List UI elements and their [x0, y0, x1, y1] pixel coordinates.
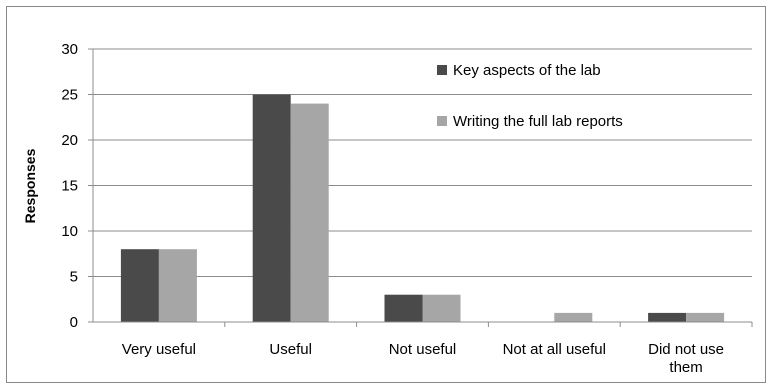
bar-0-4 — [648, 312, 687, 322]
axes — [88, 48, 753, 327]
y-tick-label-5: 5 — [70, 269, 78, 286]
legend-swatch-0 — [437, 65, 447, 75]
x-tick-label-line: Did not use — [648, 341, 724, 358]
bar-0-0 — [120, 249, 159, 322]
y-tick-label-20: 20 — [61, 132, 78, 149]
x-tick-label-0: Very useful — [122, 341, 196, 358]
bar-1-2 — [422, 294, 461, 322]
x-tick-label-3: Not at all useful — [503, 341, 606, 358]
x-tick-label-2: Not useful — [389, 341, 457, 358]
y-tick-label-15: 15 — [61, 178, 78, 195]
x-tick-label-line: Not at all useful — [503, 341, 606, 358]
y-tick-label-30: 30 — [61, 41, 78, 58]
x-tick-label-line: them — [669, 359, 702, 376]
legend-swatch-1 — [437, 116, 447, 126]
x-tick-label-line: Useful — [269, 341, 312, 358]
bar-1-1 — [290, 103, 329, 322]
y-axis-title: Responses — [22, 148, 38, 223]
y-tick-label-0: 0 — [70, 314, 78, 331]
x-tick-label-4: Did not use them — [648, 341, 724, 376]
x-tick-label-1: Useful — [269, 341, 312, 358]
y-tick-labels: 0 5 10 15 20 25 30 — [61, 41, 78, 331]
legend-label-1: Writing the full lab reports — [453, 113, 623, 130]
legend-label-0: Key aspects of the lab — [453, 62, 601, 79]
bar-1-0 — [158, 249, 197, 322]
bar-1-3 — [554, 312, 593, 322]
legend: Key aspects of the lab Writing the full l… — [437, 62, 623, 130]
x-tick-label-line: Very useful — [122, 341, 196, 358]
bar-0-1 — [252, 94, 291, 322]
gridlines — [93, 48, 752, 277]
y-tick-label-25: 25 — [61, 87, 78, 104]
x-tick-label-line: Not useful — [389, 341, 457, 358]
y-tick-label-10: 10 — [61, 223, 78, 240]
x-tick-labels: Very useful Useful Not useful Not at all us… — [122, 341, 724, 376]
bar-1-4 — [686, 312, 725, 322]
bars — [120, 94, 725, 322]
bar-0-2 — [384, 294, 423, 322]
